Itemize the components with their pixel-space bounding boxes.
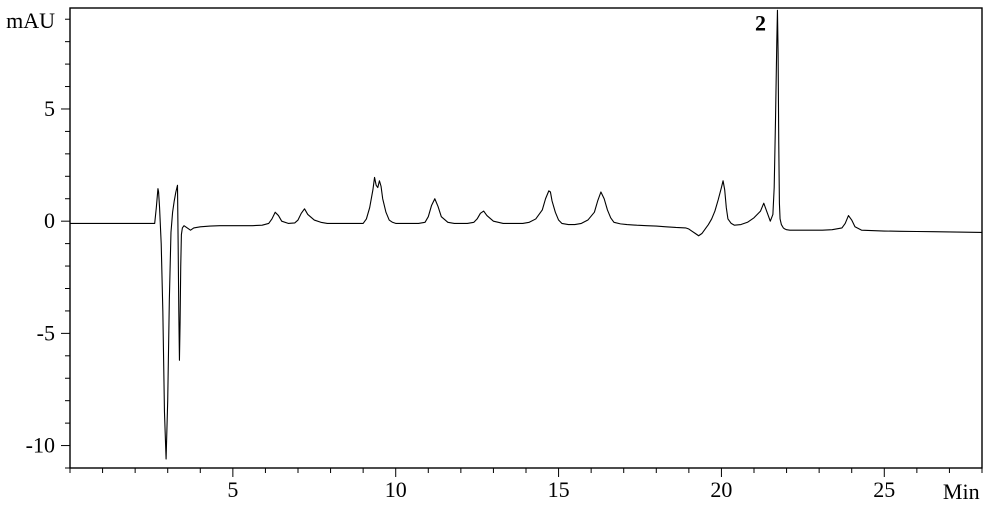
x-axis-label: Min	[943, 479, 980, 504]
chromatogram-chart: 5 10 15 20 25 Min -10 -5 0 5 mAU 2	[0, 0, 1000, 518]
y-tick-label: -10	[26, 433, 55, 458]
x-tick-label: 20	[710, 477, 732, 502]
y-tick-label: -5	[37, 320, 55, 345]
x-tick-label: 5	[227, 477, 238, 502]
x-tick-label: 10	[385, 477, 407, 502]
peak-annotation: 2	[755, 10, 766, 35]
x-tick-label: 25	[873, 477, 895, 502]
y-tick-label: 5	[44, 96, 55, 121]
y-axis-label: mAU	[6, 8, 55, 33]
y-tick-label: 0	[44, 208, 55, 233]
x-tick-label: 15	[548, 477, 570, 502]
plot-background	[0, 0, 1000, 518]
